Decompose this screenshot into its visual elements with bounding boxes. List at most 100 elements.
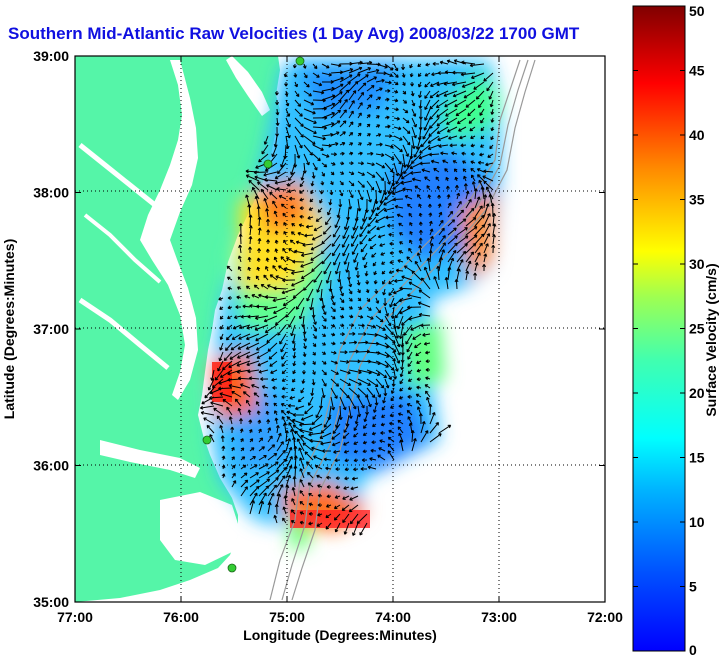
current-arrow (356, 279, 361, 286)
current-arrow (308, 207, 314, 211)
current-arrow (317, 503, 323, 508)
current-arrow (238, 244, 243, 254)
current-arrow (339, 180, 344, 186)
current-arrow (258, 455, 267, 461)
chesapeake-bay (140, 60, 198, 400)
current-arrow (323, 261, 332, 275)
current-arrow (402, 81, 406, 86)
current-arrow (280, 409, 287, 416)
current-arrow (446, 194, 451, 200)
current-arrow (410, 90, 415, 97)
current-arrow (416, 385, 422, 390)
current-arrow (424, 108, 431, 121)
current-arrow (384, 315, 392, 327)
potomac-river (78, 143, 157, 207)
current-arrow (249, 500, 255, 515)
current-arrow (276, 449, 286, 461)
current-arrow (308, 521, 314, 526)
current-arrow (263, 135, 269, 145)
current-arrow (248, 428, 253, 434)
current-arrow (256, 410, 261, 416)
current-arrow (395, 171, 404, 185)
current-arrow (446, 117, 458, 125)
current-arrow (448, 135, 458, 140)
current-arrow (483, 194, 488, 209)
current-arrow (375, 360, 389, 368)
current-arrow (275, 99, 280, 106)
current-arrow (393, 360, 399, 372)
current-arrow (330, 91, 343, 101)
current-arrow (375, 87, 383, 92)
current-arrow (348, 66, 363, 74)
current-arrow (366, 68, 380, 74)
current-arrow (225, 342, 233, 351)
current-arrow (291, 498, 296, 506)
current-arrow (257, 181, 269, 191)
current-arrow (416, 360, 422, 364)
current-arrow (282, 422, 287, 434)
current-arrow (321, 122, 335, 128)
current-arrow (283, 72, 288, 78)
current-arrow (248, 225, 253, 236)
current-arrow (429, 90, 440, 99)
current-arrow (256, 205, 261, 218)
current-arrow (249, 472, 259, 479)
current-arrow (354, 261, 359, 271)
current-arrow (415, 393, 422, 398)
current-arrow (311, 446, 323, 452)
current-arrow (351, 243, 359, 255)
current-arrow (416, 377, 422, 382)
current-arrow (230, 426, 235, 434)
current-arrow (393, 144, 403, 153)
current-arrow (363, 423, 368, 429)
current-arrow (275, 126, 280, 137)
current-arrow (456, 259, 464, 272)
current-arrow (409, 72, 414, 78)
current-arrow (267, 469, 280, 479)
current-arrow (339, 151, 345, 156)
current-arrow (308, 511, 314, 516)
current-arrow (333, 252, 341, 266)
current-arrow (418, 413, 423, 425)
current-arrow (230, 342, 242, 351)
current-arrow (407, 416, 413, 425)
current-arrow (349, 495, 359, 501)
current-arrow (257, 216, 262, 227)
current-arrow (458, 126, 467, 132)
current-arrow (453, 59, 467, 65)
current-arrow (400, 360, 405, 371)
current-arrow (325, 466, 332, 471)
current-arrow (439, 60, 449, 65)
current-arrow (435, 99, 449, 108)
current-arrow (393, 342, 401, 356)
current-arrow (344, 458, 350, 463)
current-arrow (330, 369, 339, 375)
current-arrow (289, 196, 296, 201)
current-arrow (266, 333, 278, 344)
current-arrow (316, 279, 323, 293)
colorbar-tick-label: 35 (689, 192, 705, 208)
current-arrow (320, 180, 325, 186)
current-arrow (447, 210, 454, 218)
current-arrow (428, 220, 433, 227)
current-arrow (238, 233, 243, 245)
current-arrow (255, 342, 269, 351)
current-arrow (247, 409, 252, 416)
current-arrow (406, 403, 413, 407)
current-arrow (438, 424, 452, 434)
current-arrow (401, 63, 406, 70)
current-arrow (299, 468, 305, 479)
current-arrow (253, 392, 260, 398)
current-arrow (402, 90, 407, 95)
current-arrow (470, 151, 476, 156)
current-arrow (402, 144, 409, 157)
current-arrow (369, 457, 377, 461)
current-arrow (228, 416, 233, 425)
hf-radar-site-marker (263, 159, 273, 169)
current-arrow (264, 295, 278, 299)
current-arrow (393, 98, 399, 103)
current-arrow (397, 412, 404, 417)
current-arrow (395, 268, 404, 273)
current-arrow (263, 177, 278, 182)
current-arrow (418, 229, 423, 236)
